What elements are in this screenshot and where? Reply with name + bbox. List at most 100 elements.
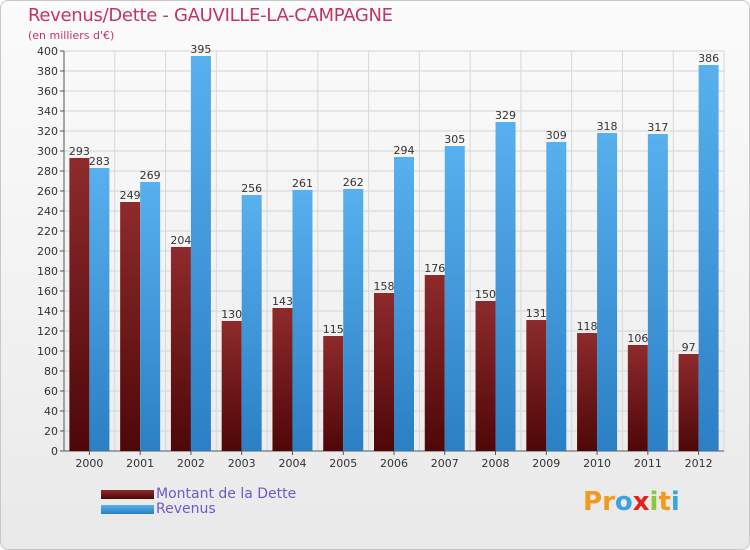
data-label-revenue: 294 <box>394 144 415 157</box>
y-tick-label: 100 <box>37 345 58 358</box>
data-label-revenue: 386 <box>698 52 719 65</box>
logo-letter: i <box>670 487 680 517</box>
logo-letter: r <box>602 487 615 517</box>
bar-debt-2012 <box>678 354 699 451</box>
y-tick-label: 260 <box>37 185 58 198</box>
logo-letter: x <box>632 487 650 517</box>
y-tick-label: 400 <box>37 45 58 58</box>
data-label-debt: 131 <box>526 307 547 320</box>
bar-revenue-2009 <box>546 142 567 451</box>
x-tick-label: 2012 <box>685 457 713 470</box>
x-tick-label: 2002 <box>177 457 205 470</box>
x-tick-label: 2011 <box>634 457 662 470</box>
data-label-debt: 158 <box>374 280 395 293</box>
legend-label-revenue: Revenus <box>156 501 216 517</box>
chart-subtitle: (en milliers d'€) <box>28 29 115 42</box>
data-label-revenue: 261 <box>292 177 313 190</box>
data-label-revenue: 318 <box>597 120 618 133</box>
data-label-debt: 249 <box>120 189 141 202</box>
x-tick-label: 2009 <box>532 457 560 470</box>
bar-revenue-2011 <box>647 134 668 451</box>
bar-revenue-2005 <box>343 189 364 451</box>
logo-letter: t <box>658 487 671 517</box>
legend: Montant de la Dette Revenus <box>101 486 401 517</box>
bar-revenue-2008 <box>495 122 516 451</box>
y-tick-label: 120 <box>37 325 58 338</box>
legend-swatch-debt <box>101 490 154 499</box>
y-tick-label: 160 <box>37 285 58 298</box>
data-label-revenue: 309 <box>546 129 567 142</box>
data-label-revenue: 395 <box>190 43 211 56</box>
y-tick-label: 20 <box>44 425 58 438</box>
logo-letter: i <box>649 487 659 517</box>
bar-debt-2001 <box>120 202 141 451</box>
bar-debt-2005 <box>323 336 344 451</box>
bar-debt-2009 <box>526 320 547 451</box>
bar-debt-2002 <box>170 247 191 451</box>
chart-title: Revenus/Dette - GAUVILLE-LA-CAMPAGNE <box>28 5 393 26</box>
legend-label-debt: Montant de la Dette <box>156 486 297 502</box>
bar-revenue-2000 <box>89 168 110 451</box>
data-label-debt: 118 <box>577 320 598 333</box>
data-label-debt: 106 <box>627 332 648 345</box>
x-tick-label: 2001 <box>126 457 154 470</box>
y-tick-label: 360 <box>37 85 58 98</box>
y-tick-label: 60 <box>44 385 58 398</box>
proxiti-logo: Proxiti <box>583 487 693 527</box>
bar-debt-2008 <box>475 301 496 451</box>
y-tick-label: 380 <box>37 65 58 78</box>
y-tick-label: 300 <box>37 145 58 158</box>
y-tick-label: 220 <box>37 225 58 238</box>
y-tick-label: 80 <box>44 365 58 378</box>
x-tick-label: 2004 <box>278 457 306 470</box>
bar-debt-2006 <box>374 293 394 451</box>
y-tick-label: 200 <box>37 245 58 258</box>
bar-revenue-2001 <box>140 182 161 451</box>
x-tick-label: 2005 <box>329 457 357 470</box>
data-label-revenue: 283 <box>89 155 110 168</box>
bar-revenue-2004 <box>292 190 313 451</box>
x-tick-label: 2000 <box>75 457 103 470</box>
bar-revenue-2002 <box>190 56 211 451</box>
legend-item-revenue: Revenus <box>101 501 401 517</box>
data-label-revenue: 262 <box>343 176 364 189</box>
y-tick-label: 40 <box>44 405 58 418</box>
y-tick-label: 320 <box>37 125 58 138</box>
bar-debt-2010 <box>577 333 598 451</box>
y-tick-label: 140 <box>37 305 58 318</box>
data-label-revenue: 256 <box>241 182 262 195</box>
data-label-debt: 130 <box>221 308 242 321</box>
x-tick-label: 2008 <box>482 457 510 470</box>
bar-revenue-2010 <box>597 133 618 451</box>
bar-revenue-2007 <box>444 146 465 451</box>
bar-debt-2011 <box>627 345 648 451</box>
y-tick-label: 240 <box>37 205 58 218</box>
bar-debt-2004 <box>272 308 293 451</box>
data-label-debt: 150 <box>475 288 496 301</box>
x-tick-label: 2003 <box>228 457 256 470</box>
x-tick-label: 2006 <box>380 457 408 470</box>
bar-debt-2000 <box>69 158 90 451</box>
data-label-revenue: 305 <box>444 133 465 146</box>
y-tick-label: 280 <box>37 165 58 178</box>
data-label-revenue: 329 <box>495 109 516 122</box>
logo-letter: P <box>583 487 603 517</box>
bar-revenue-2003 <box>241 195 262 451</box>
data-label-debt: 97 <box>682 341 696 354</box>
y-tick-label: 0 <box>51 445 58 458</box>
legend-swatch-revenue <box>101 505 154 514</box>
data-label-debt: 115 <box>323 323 344 336</box>
bar-debt-2007 <box>424 275 445 451</box>
data-label-debt: 293 <box>69 145 90 158</box>
bar-debt-2003 <box>221 321 242 451</box>
data-label-debt: 204 <box>170 234 191 247</box>
data-label-debt: 143 <box>272 295 293 308</box>
data-label-revenue: 269 <box>140 169 161 182</box>
y-tick-label: 340 <box>37 105 58 118</box>
x-tick-label: 2010 <box>583 457 611 470</box>
bar-revenue-2006 <box>394 157 414 451</box>
x-tick-label: 2007 <box>431 457 459 470</box>
data-label-debt: 176 <box>424 262 445 275</box>
